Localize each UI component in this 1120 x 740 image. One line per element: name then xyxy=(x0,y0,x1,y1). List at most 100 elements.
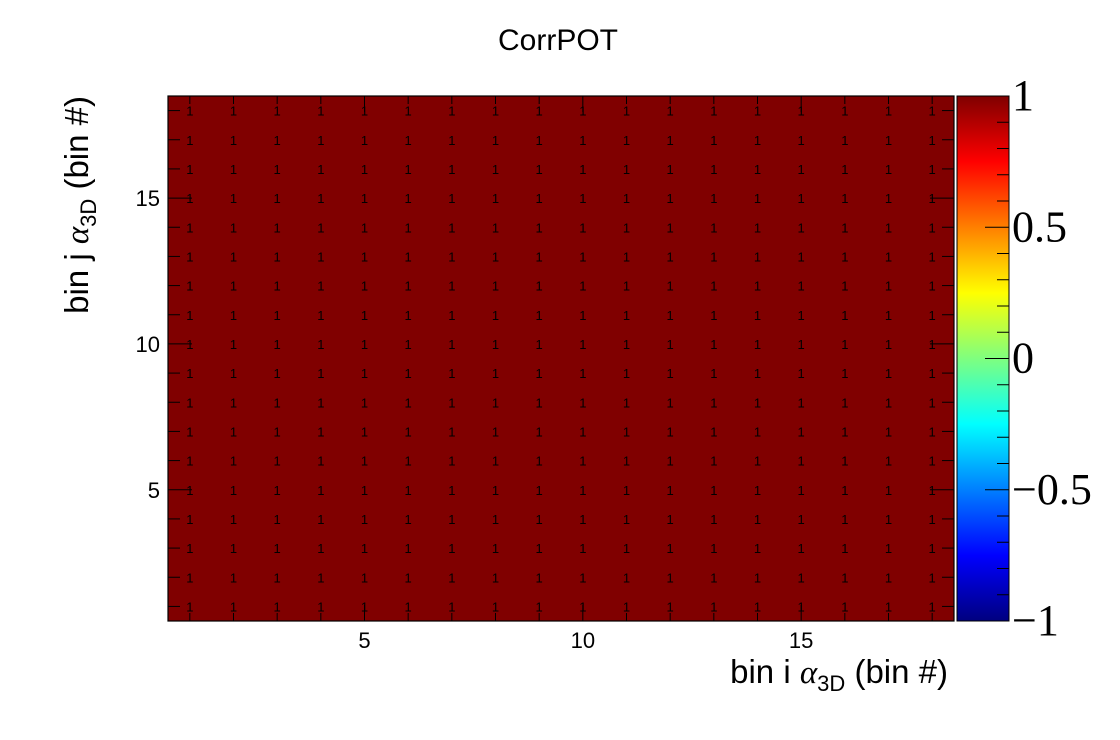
cell-value-label: 1 xyxy=(710,191,717,206)
cell-value-label: 1 xyxy=(885,454,892,469)
heatmap-cell xyxy=(517,475,562,505)
heatmap-cell xyxy=(823,300,868,330)
heatmap-cell xyxy=(866,154,911,184)
x-axis-label-post: (bin #) xyxy=(845,653,948,690)
heatmap-cell xyxy=(386,271,431,301)
cell-value-label: 1 xyxy=(361,249,368,264)
cell-value-label: 1 xyxy=(754,366,761,381)
cell-value-label: 1 xyxy=(885,133,892,148)
cell-value-label: 1 xyxy=(667,191,674,206)
heatmap-cell xyxy=(473,212,518,243)
cell-value-label: 1 xyxy=(448,220,455,235)
heatmap-cell xyxy=(386,533,431,564)
cell-value-label: 1 xyxy=(448,133,455,148)
cell-value-label: 1 xyxy=(929,395,936,410)
heatmap-cell xyxy=(604,154,649,184)
cell-value-label: 1 xyxy=(230,395,237,410)
heatmap-cell xyxy=(517,533,562,564)
heatmap-cell xyxy=(255,271,300,301)
cell-value-label: 1 xyxy=(317,133,324,148)
cell-value-label: 1 xyxy=(885,570,892,585)
cell-value-label: 1 xyxy=(230,570,237,585)
heatmap-cell xyxy=(255,300,300,330)
cell-value-label: 1 xyxy=(405,133,412,148)
heatmap-cell xyxy=(604,241,649,272)
heatmap-cells xyxy=(168,96,955,622)
cell-value-label: 1 xyxy=(405,366,412,381)
cell-value-label: 1 xyxy=(885,162,892,177)
y-axis-tick-labels: 5 10 15 xyxy=(136,186,160,503)
cell-value-label: 1 xyxy=(929,512,936,527)
heatmap-cell xyxy=(255,154,300,184)
heatmap-cell xyxy=(517,416,562,447)
heatmap-cell xyxy=(386,183,431,214)
x-axis-tick-labels: 5 10 15 xyxy=(358,628,813,653)
cell-value-label: 1 xyxy=(361,191,368,206)
cell-value-label: 1 xyxy=(579,133,586,148)
heatmap-cell xyxy=(342,183,387,214)
heatmap-cell xyxy=(823,533,868,564)
cell-value-label: 1 xyxy=(536,541,543,556)
heatmap-cell xyxy=(342,416,387,447)
cell-value-label: 1 xyxy=(667,599,674,614)
cell-value-label: 1 xyxy=(929,366,936,381)
cell-value-label: 1 xyxy=(492,220,499,235)
heatmap-cell xyxy=(648,125,693,155)
cell-value-label: 1 xyxy=(186,104,193,119)
cell-value-label: 1 xyxy=(186,541,193,556)
cell-value-label: 1 xyxy=(710,599,717,614)
heatmap-cell xyxy=(561,387,606,418)
cell-value-label: 1 xyxy=(841,483,848,498)
cell-value-label: 1 xyxy=(448,599,455,614)
heatmap-cell xyxy=(604,504,649,534)
heatmap-cell xyxy=(517,125,562,155)
heatmap-cell xyxy=(604,446,649,476)
cell-value-label: 1 xyxy=(361,483,368,498)
heatmap-cell xyxy=(517,300,562,330)
cell-value-label: 1 xyxy=(885,512,892,527)
cell-value-label: 1 xyxy=(274,454,281,469)
cell-value-label: 1 xyxy=(623,599,630,614)
cell-value-label: 1 xyxy=(929,570,936,585)
heatmap-cell xyxy=(648,241,693,272)
cell-value-label: 1 xyxy=(623,308,630,323)
cell-value-label: 1 xyxy=(579,162,586,177)
cell-value-label: 1 xyxy=(579,483,586,498)
heatmap-cell xyxy=(561,562,606,593)
cell-value-label: 1 xyxy=(448,249,455,264)
cell-value-label: 1 xyxy=(841,541,848,556)
heatmap-cell xyxy=(342,125,387,155)
heatmap-cell xyxy=(735,300,780,330)
x-axis-label-pre: bin i xyxy=(730,653,800,690)
heatmap-cell xyxy=(342,504,387,534)
heatmap-cell xyxy=(779,387,824,418)
cell-value-label: 1 xyxy=(623,337,630,352)
cell-value-label: 1 xyxy=(623,162,630,177)
cell-value-label: 1 xyxy=(754,162,761,177)
cell-value-label: 1 xyxy=(186,220,193,235)
cell-value-label: 1 xyxy=(448,191,455,206)
cell-value-label: 1 xyxy=(667,104,674,119)
cell-value-label: 1 xyxy=(186,162,193,177)
cell-value-label: 1 xyxy=(536,220,543,235)
cell-value-label: 1 xyxy=(536,424,543,439)
heatmap-cell xyxy=(779,504,824,534)
heatmap-cell xyxy=(386,154,431,184)
cell-value-label: 1 xyxy=(667,366,674,381)
heatmap-cell xyxy=(823,125,868,155)
cell-value-label: 1 xyxy=(317,308,324,323)
heatmap-cell xyxy=(561,475,606,505)
cell-value-label: 1 xyxy=(536,249,543,264)
heatmap-cell xyxy=(779,241,824,272)
cell-value-label: 1 xyxy=(667,512,674,527)
heatmap-cell xyxy=(735,387,780,418)
x-tick-label: 15 xyxy=(789,628,813,653)
cell-value-label: 1 xyxy=(754,220,761,235)
cell-value-label: 1 xyxy=(230,424,237,439)
cell-value-label: 1 xyxy=(536,366,543,381)
cell-value-label: 1 xyxy=(885,599,892,614)
heatmap-cell xyxy=(648,475,693,505)
color-scale-tick-label: 0 xyxy=(1012,334,1034,383)
heatmap-cell xyxy=(692,183,737,214)
cell-value-label: 1 xyxy=(536,512,543,527)
